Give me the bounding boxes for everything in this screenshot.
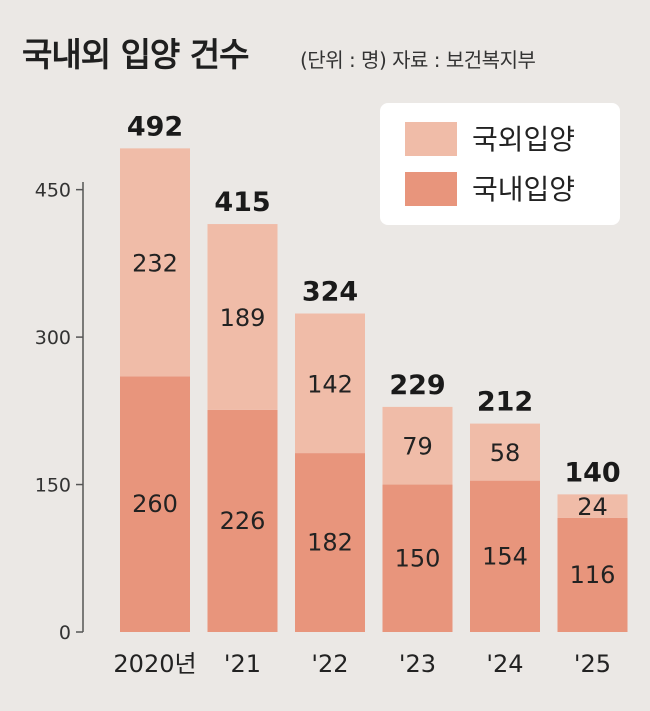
data-label-domestic: 226 — [220, 507, 266, 535]
bar-overseas — [295, 313, 365, 454]
bar-overseas — [207, 224, 278, 410]
x-category-label: '25 — [574, 650, 611, 678]
x-category-label: 2020년 — [113, 650, 196, 678]
bar-overseas — [120, 148, 190, 377]
data-label-overseas: 142 — [307, 370, 353, 398]
legend-label-overseas: 국외입양 — [472, 123, 575, 156]
bar-domestic — [295, 453, 365, 632]
total-label: 415 — [214, 187, 270, 218]
bar-domestic — [557, 517, 628, 632]
legend-label-domestic: 국내입양 — [472, 173, 575, 206]
total-label: 140 — [564, 457, 620, 488]
bar-overseas — [470, 423, 540, 481]
legend-box — [380, 103, 620, 225]
legend-swatch-overseas — [405, 122, 457, 156]
total-label: 324 — [302, 277, 358, 308]
data-label-overseas: 24 — [577, 493, 608, 521]
data-label-domestic: 260 — [132, 490, 178, 518]
data-label-overseas: 79 — [402, 433, 433, 461]
legend-swatch-domestic — [405, 172, 457, 206]
x-category-label: '23 — [399, 650, 436, 678]
y-tick-label: 150 — [35, 475, 71, 497]
data-label-domestic: 154 — [482, 542, 528, 570]
data-label-domestic: 182 — [307, 529, 353, 557]
data-label-overseas: 58 — [490, 439, 521, 467]
x-category-label: '21 — [224, 650, 261, 678]
total-label: 212 — [477, 387, 533, 418]
y-tick-label: 300 — [35, 327, 71, 349]
data-label-overseas: 232 — [132, 249, 178, 277]
bar-domestic — [120, 376, 190, 632]
bar-domestic — [382, 484, 453, 632]
x-category-label: '22 — [311, 650, 348, 678]
y-tick-label: 0 — [59, 622, 71, 644]
bar-overseas — [382, 406, 453, 485]
data-label-domestic: 150 — [395, 544, 441, 572]
data-label-overseas: 189 — [220, 304, 266, 332]
chart-subtitle: (단위 : 명) 자료 : 보건복지부 — [300, 48, 536, 72]
total-label: 229 — [389, 370, 445, 401]
bar-domestic — [470, 480, 540, 632]
chart-title: 국내외 입양 건수 — [22, 35, 249, 74]
bar-domestic — [207, 409, 278, 632]
total-label: 492 — [127, 111, 183, 142]
y-tick-label: 450 — [35, 180, 71, 202]
data-label-domestic: 116 — [570, 561, 616, 589]
x-category-label: '24 — [486, 650, 523, 678]
bar-overseas — [557, 494, 628, 518]
